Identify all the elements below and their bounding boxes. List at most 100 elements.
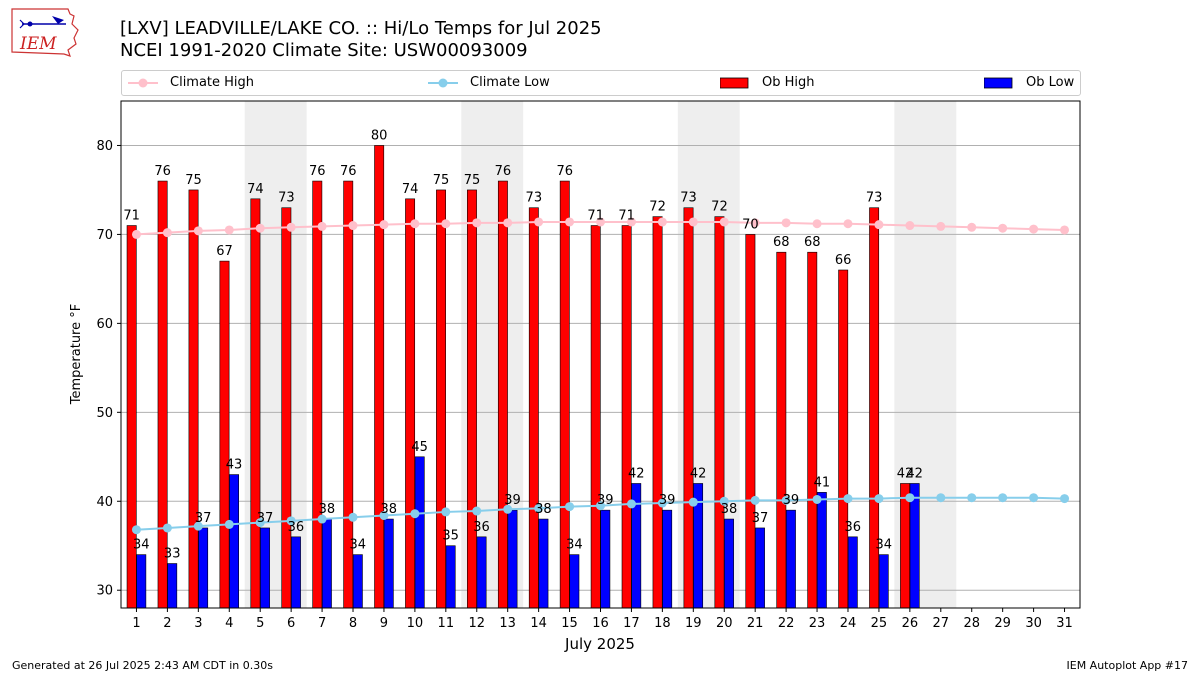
ob-low-bar: [414, 456, 425, 609]
ob-high-bar-label: 71: [123, 209, 140, 224]
ob-low-bar-label: 42: [628, 466, 645, 481]
x-tick-label: 31: [1056, 616, 1073, 631]
climate-low-point: [441, 507, 451, 517]
climate-low-point: [967, 493, 977, 503]
ob-low-bar-label: 37: [752, 511, 769, 526]
climate-high-point: [162, 228, 172, 238]
ob-high-bar: [652, 216, 663, 609]
climate-high-point: [441, 219, 451, 229]
climate-low-point: [286, 516, 296, 526]
climate-low-line-icon: [428, 78, 458, 88]
ob-high-bar-label: 72: [711, 200, 728, 215]
climate-low-point: [936, 493, 946, 503]
climate-low-point: [998, 493, 1008, 503]
ob-low-bar-label: 42: [906, 466, 923, 481]
ob-low-bar-label: 34: [566, 538, 583, 553]
x-tick-label: 20: [716, 616, 733, 631]
ob-high-bar-label: 73: [278, 191, 295, 206]
climate-low-point: [503, 504, 513, 514]
climate-low-point: [596, 501, 605, 511]
climate-low-point: [688, 497, 698, 507]
ob-high-bar: [405, 198, 416, 609]
climate-low-point: [410, 509, 420, 519]
climate-high-point: [317, 221, 327, 231]
ob-low-bar: [909, 483, 920, 609]
ob-high-bar-label: 72: [649, 200, 666, 215]
climate-low-point: [781, 495, 791, 505]
ob-low-bar-label: 36: [473, 520, 490, 535]
ob-low-bar: [847, 536, 858, 609]
bar-value-labels: 71 76 75 67 74 73 76 76 80 74 75 75 76 73 76 71 71 72 73 72…: [123, 128, 923, 561]
x-tick-label: 26: [902, 616, 919, 631]
ob-low-bar: [755, 527, 765, 609]
climate-high-point: [1060, 225, 1070, 235]
ob-high-bar: [312, 180, 323, 609]
legend-label-ob-high: Ob High: [762, 75, 815, 90]
ob-low-bar-label: 34: [350, 538, 367, 553]
ob-low-bar: [662, 509, 673, 609]
climate-high-line-icon: [128, 78, 158, 88]
y-axis-label: Temperature °F: [69, 304, 84, 405]
ob-high-bar-label: 76: [340, 164, 357, 179]
x-tick-label: 1: [132, 616, 140, 631]
iem-logo: IEM: [11, 8, 79, 57]
climate-low-point: [534, 503, 544, 513]
climate-high-point: [224, 225, 234, 235]
y-tick-label: 60: [96, 317, 113, 332]
x-tick-label: 12: [468, 616, 485, 631]
ob-high-bar-label: 75: [464, 173, 481, 188]
climate-high-point: [596, 217, 605, 227]
climate-low-point: [162, 523, 172, 533]
x-tick-label: 23: [809, 616, 826, 631]
ob-low-bar-label: 38: [535, 502, 552, 517]
ob-low-swatch-icon: [984, 77, 1013, 89]
x-tick-label: 4: [225, 616, 233, 631]
climate-low-point: [905, 493, 915, 503]
ob-low-bar: [816, 492, 827, 609]
climate-high-point: [565, 217, 575, 227]
ob-high-bar-label: 80: [371, 128, 388, 143]
x-tick-label: 11: [438, 616, 455, 631]
ob-low-bar: [600, 509, 611, 609]
ob-low-bar: [352, 554, 363, 609]
climate-high-point: [812, 219, 822, 229]
chart-subtitle: NCEI 1991-2020 Climate Site: USW00093009: [120, 40, 528, 61]
legend-label-ob-low: Ob Low: [1026, 75, 1075, 90]
climate-low-point: [874, 494, 884, 504]
ob-low-bar-label: 37: [257, 511, 274, 526]
ob-low-bar-label: 34: [133, 538, 150, 553]
climate-low-point: [750, 495, 760, 505]
ob-high-bar: [374, 145, 385, 609]
ob-low-bar: [445, 545, 456, 609]
ob-high-bar-label: 66: [835, 253, 852, 268]
ob-high-bar: [281, 207, 292, 609]
ob-high-bar: [188, 189, 199, 609]
ob-low-bar-label: 37: [195, 511, 212, 526]
x-tick-label: 5: [256, 616, 264, 631]
ob-low-bar-label: 45: [411, 440, 428, 455]
ob-high-bar: [900, 483, 911, 609]
climate-high-point: [348, 221, 358, 231]
ob-high-bar: [745, 234, 756, 609]
ob-high-bar-label: 74: [247, 182, 264, 197]
x-tick-label: 3: [194, 616, 202, 631]
ob-low-bar-label: 39: [597, 493, 614, 508]
ob-high-bar-label: 75: [433, 173, 450, 188]
ob-high-bar-label: 42: [897, 466, 914, 481]
climate-high-point: [688, 217, 698, 227]
x-tick-label: 25: [871, 616, 888, 631]
chart-title: [LXV] LEADVILLE/LAKE CO. :: Hi/Lo Temps …: [120, 18, 602, 39]
ob-high-bar-label: 70: [742, 217, 759, 232]
ob-low-bar-label: 38: [721, 502, 738, 517]
ob-low-bar-label: 34: [875, 538, 892, 553]
legend-label-climate-low: Climate Low: [470, 75, 550, 90]
ob-high-swatch-icon: [720, 77, 749, 89]
x-tick-label: 7: [318, 616, 326, 631]
ob-low-bar-label: 38: [319, 502, 336, 517]
climate-high-point: [534, 217, 544, 227]
climate-high-point: [1029, 224, 1039, 234]
ob-low-bar-label: 43: [226, 458, 243, 473]
climate-high-point: [472, 218, 482, 228]
climate-low-point: [719, 496, 729, 506]
